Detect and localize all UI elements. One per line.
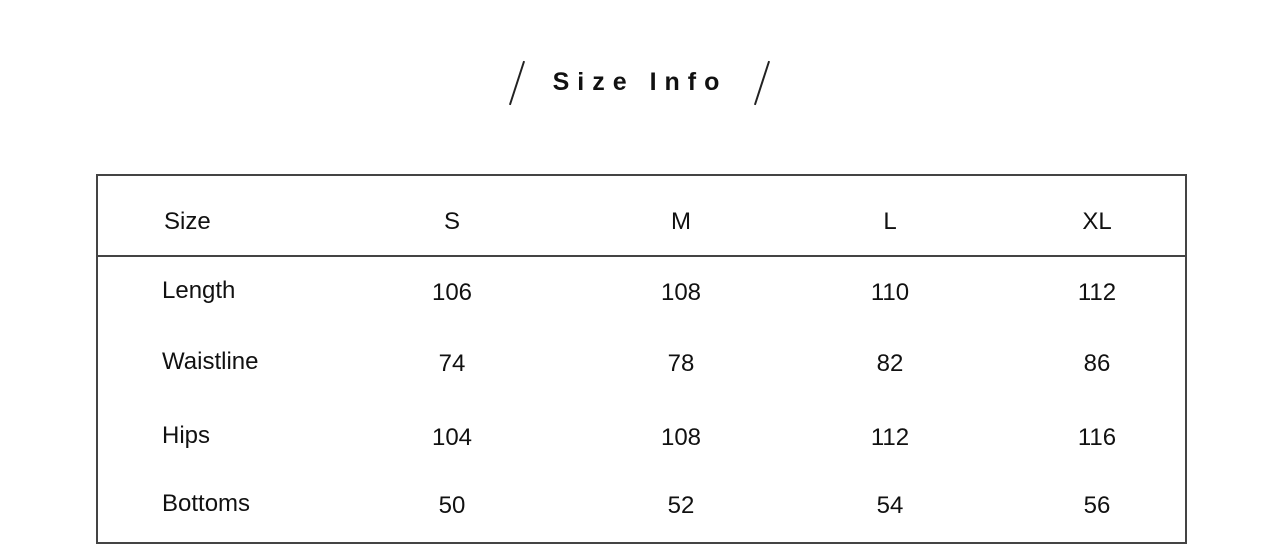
header-cell: S [443, 208, 461, 235]
row-label: Length [162, 277, 236, 304]
table-cell: 108 [660, 424, 702, 451]
row-label: Bottoms [162, 490, 251, 517]
table-cell: 74 [438, 350, 466, 377]
table-cell: 104 [431, 424, 473, 451]
table-cell: 110 [870, 279, 910, 306]
row-label: Waistline [162, 348, 259, 375]
table-cell: 106 [431, 279, 473, 306]
header-cell: M [671, 208, 691, 235]
header-cell: XL [1082, 208, 1112, 235]
table-cell: 112 [1077, 279, 1117, 306]
header-cell-size: Size [164, 208, 211, 235]
table-cell: 82 [876, 350, 904, 377]
table-cell: 54 [876, 492, 904, 519]
table-cell: 52 [667, 492, 695, 519]
page-title: Size Info [552, 68, 728, 96]
table-cell: 50 [438, 492, 466, 519]
header-cell: L [883, 208, 897, 235]
table-cell: 86 [1083, 350, 1111, 377]
table-cell: 112 [870, 424, 910, 451]
table-cell: 56 [1083, 492, 1111, 519]
table-cell: 108 [660, 279, 702, 306]
header-divider [98, 255, 1185, 257]
table-cell: 116 [1077, 424, 1117, 451]
table-cell: 78 [667, 350, 695, 377]
row-label: Hips [162, 422, 211, 449]
size-table: Size S M L XL Length 106 108 110 112 Waistline 74 78… [96, 174, 1187, 544]
